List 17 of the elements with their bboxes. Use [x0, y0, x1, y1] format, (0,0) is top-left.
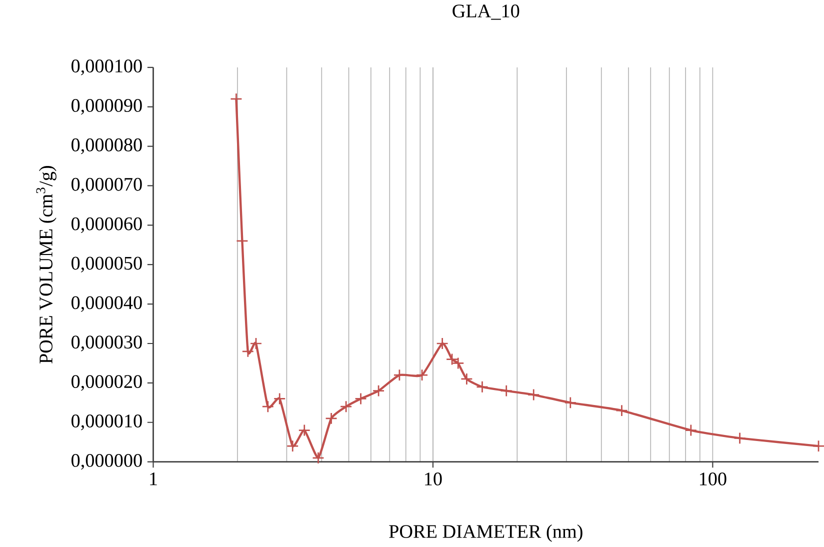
x-tick-label: 100 [700, 472, 726, 486]
y-tick-label: 0,000070 [72, 178, 142, 194]
y-tick-label: 0,000080 [72, 138, 142, 154]
x-tick-label: 10 [425, 472, 442, 486]
y-tick-label: 0,000000 [72, 454, 142, 470]
x-tick-label: 1 [150, 472, 157, 486]
y-tick-label: 0,000050 [72, 256, 142, 273]
x-axis-title: PORE DIAMETER (nm) [389, 524, 582, 542]
y-tick-label: 0,000040 [72, 296, 142, 312]
y-tick-label: 0,000020 [72, 375, 142, 391]
y-tick-label: 0,000030 [72, 336, 142, 352]
y-tick-label: 0,000090 [72, 99, 142, 115]
y-axis-title: PORE VOLUME (cm$^{3}$/g) [36, 166, 56, 364]
y-tick-label: 0,000010 [72, 414, 142, 430]
y-tick-label: 0,000100 [72, 60, 142, 76]
chart-title: GLA_10 [452, 4, 520, 20]
y-tick-label: 0,000060 [72, 217, 142, 234]
